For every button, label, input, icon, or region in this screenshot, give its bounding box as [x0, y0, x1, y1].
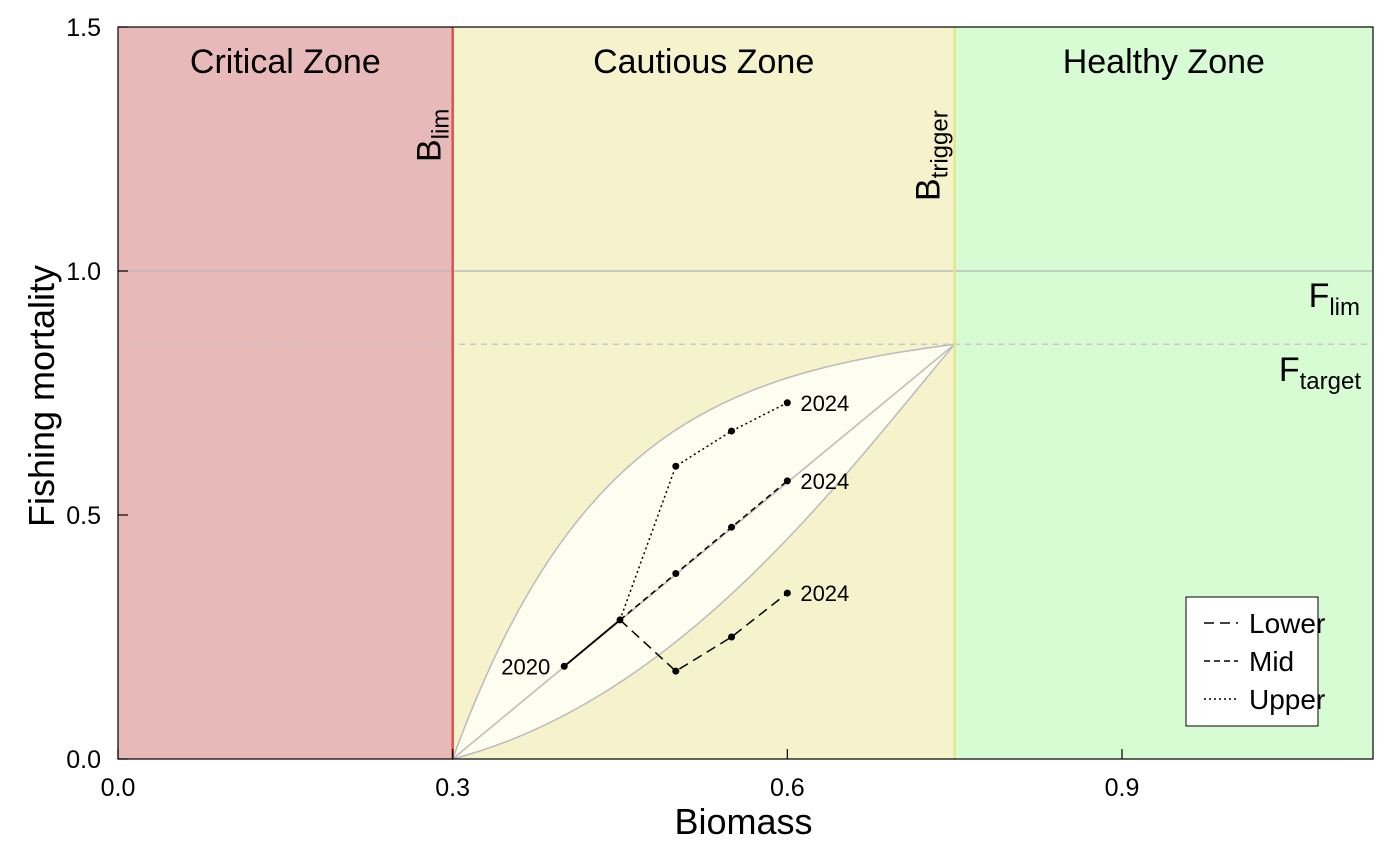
- y-tick-label: 0.5: [66, 502, 101, 530]
- legend-label-lower: Lower: [1249, 608, 1325, 639]
- series-point-lower: [783, 589, 791, 597]
- history-line: [563, 619, 621, 667]
- series-line-lower: [619, 592, 788, 673]
- x-axis-title: Biomass: [674, 801, 812, 842]
- x-tick-label: 0.3: [435, 774, 470, 802]
- zone-label-cautious-zone: Cautious Zone: [593, 43, 814, 81]
- y-tick-label: 1.0: [66, 258, 101, 286]
- x-tick-label: 0.0: [101, 774, 136, 802]
- zone-label-healthy-zone: Healthy Zone: [1063, 43, 1265, 81]
- series-line-upper: [619, 402, 788, 621]
- series-line-mid: [619, 480, 788, 621]
- series-point-mid: [728, 523, 736, 531]
- b-trigger-label: Btrigger: [910, 110, 954, 201]
- b-lim-label: Blim: [411, 109, 455, 162]
- series-point-lower: [672, 667, 680, 675]
- y-tick-label: 0.0: [66, 746, 101, 774]
- history-point: [560, 662, 568, 670]
- end-year-label-mid: 2024: [800, 469, 849, 494]
- legend-label-upper: Upper: [1249, 684, 1325, 715]
- zone-critical-zone: [118, 27, 453, 759]
- start-year-label: 2020: [501, 654, 550, 679]
- series-point-mid: [783, 477, 791, 485]
- control-envelope-midline: [452, 343, 956, 760]
- zone-label-critical-zone: Critical Zone: [190, 43, 381, 81]
- series-point-upper: [783, 399, 791, 407]
- y-axis-title: Fishing mortality: [21, 265, 62, 527]
- f-lim-label: Flim: [1309, 277, 1360, 321]
- series-point-mid: [672, 570, 680, 578]
- x-tick-label: 0.9: [1105, 774, 1140, 802]
- f-target-label: Ftarget: [1279, 351, 1361, 395]
- x-tick-label: 0.6: [770, 774, 805, 802]
- series-point-lower: [728, 633, 736, 641]
- series-point-upper: [672, 462, 680, 470]
- series-point-upper: [728, 427, 736, 435]
- history-point: [616, 616, 624, 624]
- y-tick-label: 1.5: [66, 14, 101, 42]
- end-year-label-upper: 2024: [800, 391, 849, 416]
- legend-label-mid: Mid: [1249, 646, 1294, 677]
- end-year-label-lower: 2024: [800, 581, 849, 606]
- plot-frame: [117, 26, 1374, 760]
